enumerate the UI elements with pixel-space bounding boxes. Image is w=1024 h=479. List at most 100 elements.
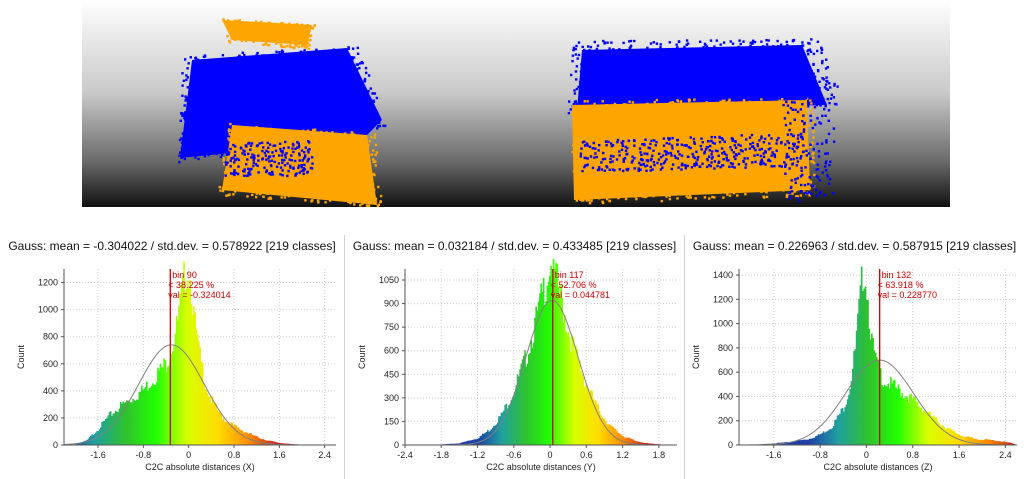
histogram-bar [976,439,978,445]
histogram-bar [954,432,957,445]
histogram-bar [835,419,838,445]
histogram-bar [473,439,475,445]
y-tick-label: 1400 [713,270,733,280]
histogram-bar [257,437,260,445]
histogram-x[interactable]: 0 200 400 600 800 1000 1200 -1.6 -0.8 0 0.8 1.6 2.4 C… [0,259,344,479]
histogram-bar [874,353,877,445]
y-axis-label: Count [357,345,367,370]
histogram-bar [864,286,867,445]
histogram-bar [501,412,504,445]
histogram-bar [237,427,240,445]
histogram-bar [536,310,539,445]
y-tick-label: 600 [43,359,58,369]
histogram-bar [608,424,611,445]
histogram-bar [853,351,855,445]
histogram-bar [229,425,231,445]
histogram-bar [785,441,788,445]
histogram-bar [123,402,126,445]
histogram-bar [216,410,219,445]
histogram-bar [242,432,245,445]
histogram-bar [933,415,935,445]
histogram-bar [792,441,794,445]
histogram-bar [188,288,190,445]
histogram-bar [256,436,259,445]
histogram-y[interactable]: 0 150 300 450 600 750 900 1050 -2.4 -1.8 -1.2 -0.6 0… [345,259,685,479]
histogram-bar [554,268,556,445]
histogram-bar [175,315,178,445]
y-tick-label: 900 [384,299,399,309]
histogram-bar [203,383,205,445]
histogram-bar [505,403,508,445]
point-cloud-view-left[interactable] [82,0,492,207]
histogram-bar [566,333,569,445]
histogram-bar [180,284,183,445]
histogram-bar [972,438,975,445]
histogram-bar [136,399,138,445]
histogram-bar [999,441,1001,445]
histogram-bar [474,439,477,445]
histogram-bar [186,280,189,445]
x-tick-label: 2.4 [318,450,331,460]
histogram-bar [588,393,591,445]
histogram-bar [547,281,550,445]
histogram-bar [545,300,547,445]
histogram-bar [953,431,956,445]
histogram-bar [807,439,810,445]
histogram-bar [230,422,233,445]
histogram-bar [1013,443,1015,445]
histogram-bar [982,439,985,445]
histogram-bar [622,436,624,445]
histogram-bar [801,440,803,445]
histogram-bar [101,421,103,445]
histogram-bar [97,430,100,445]
histogram-bar [141,385,143,445]
histogram-bar [525,366,528,445]
y-tick-label: 600 [718,367,733,377]
histogram-bar [628,437,631,445]
y-tick-label: 400 [43,386,58,396]
histogram-bar [811,438,813,445]
histogram-bar [797,440,800,445]
histogram-bar [250,433,252,445]
histogram-bar [858,298,860,445]
histogram-bar [167,366,169,445]
histogram-bar [159,363,162,445]
histogram-bar [966,436,968,445]
histogram-panel-x: Gauss: mean = -0.304022 / std.dev. = 0.5… [0,235,344,479]
histogram-bar [142,390,144,445]
histogram-z[interactable]: 0 200 400 600 800 1000 1200 1400 -1.6 -0.8 0 0.8 1.6… [685,259,1024,479]
histogram-bar [118,408,121,445]
histogram-bar [245,432,247,445]
histogram-bar [935,417,938,445]
histogram-bar [911,398,914,445]
histogram-bar [813,437,816,445]
histogram-bar [583,387,586,445]
histogram-bar [537,301,540,445]
histogram-bar [877,360,879,445]
histogram-bar [578,360,581,445]
histogram-bar [272,441,275,445]
histogram-bar [794,441,797,445]
histogram-bar [239,429,241,445]
histogram-bar [513,395,515,445]
histogram-bar [808,438,811,445]
histogram-bar [919,407,921,445]
histogram-bar [596,403,598,445]
histogram-bar [106,418,108,445]
point-cloud-view-right[interactable] [492,0,950,207]
histogram-bar [509,404,511,445]
x-tick-label: -0.6 [506,450,522,460]
histogram-bar [905,396,907,445]
histogram-bar [598,411,601,445]
histogram-bar [158,370,160,445]
histogram-bar [95,432,97,445]
x-tick-label: -0.8 [812,450,828,460]
y-tick-label: 1000 [38,305,58,315]
histogram-bar [498,416,500,445]
histogram-bar [181,275,184,445]
histogram-bar [179,293,182,445]
histogram-bar [644,442,647,445]
histogram-bar [912,396,915,445]
histogram-bar [865,299,868,445]
histogram-bar [931,416,934,445]
